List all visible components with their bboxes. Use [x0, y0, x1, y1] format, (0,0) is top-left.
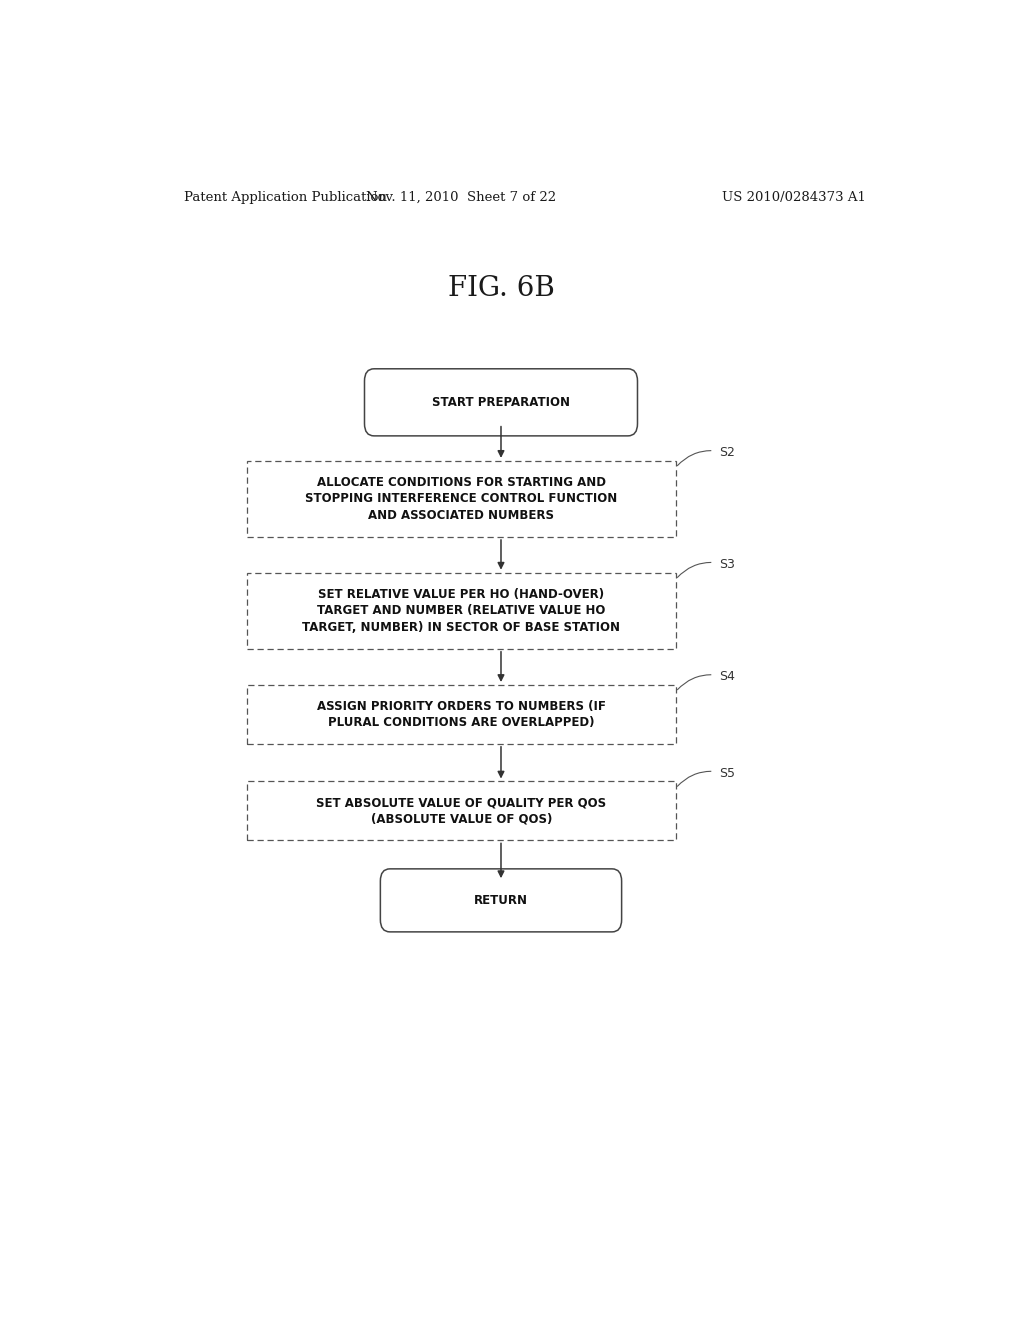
Text: S5: S5 [719, 767, 735, 780]
Text: S4: S4 [719, 671, 735, 684]
Text: S2: S2 [719, 446, 735, 459]
Text: SET RELATIVE VALUE PER HO (HAND-OVER)
TARGET AND NUMBER (RELATIVE VALUE HO
TARGE: SET RELATIVE VALUE PER HO (HAND-OVER) TA… [302, 587, 621, 634]
Text: ALLOCATE CONDITIONS FOR STARTING AND
STOPPING INTERFERENCE CONTROL FUNCTION
AND : ALLOCATE CONDITIONS FOR STARTING AND STO… [305, 477, 617, 521]
Bar [247, 685, 676, 744]
Bar [247, 781, 676, 841]
Text: ASSIGN PRIORITY ORDERS TO NUMBERS (IF
PLURAL CONDITIONS ARE OVERLAPPED): ASSIGN PRIORITY ORDERS TO NUMBERS (IF PL… [316, 700, 606, 729]
Text: US 2010/0284373 A1: US 2010/0284373 A1 [722, 190, 866, 203]
Bar [247, 573, 676, 649]
Text: Nov. 11, 2010  Sheet 7 of 22: Nov. 11, 2010 Sheet 7 of 22 [367, 190, 556, 203]
Text: Patent Application Publication: Patent Application Publication [183, 190, 386, 203]
FancyBboxPatch shape [380, 869, 622, 932]
Text: START PREPARATION: START PREPARATION [432, 396, 570, 409]
Text: FIG. 6B: FIG. 6B [447, 275, 554, 302]
Bar [247, 461, 676, 537]
Text: SET ABSOLUTE VALUE OF QUALITY PER QOS
(ABSOLUTE VALUE OF QOS): SET ABSOLUTE VALUE OF QUALITY PER QOS (A… [316, 796, 606, 826]
Text: RETURN: RETURN [474, 894, 528, 907]
FancyBboxPatch shape [365, 368, 638, 436]
Text: S3: S3 [719, 558, 735, 572]
